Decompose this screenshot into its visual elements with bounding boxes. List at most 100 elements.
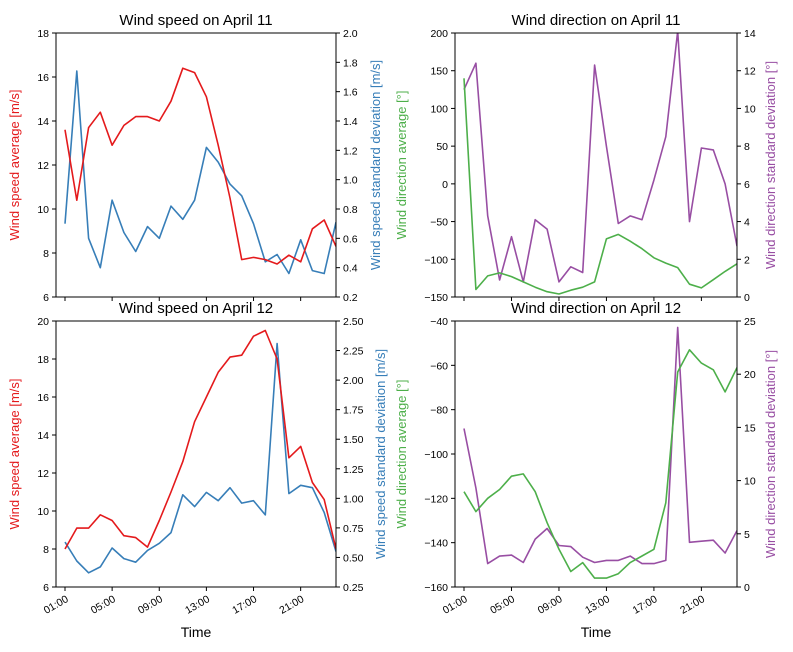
- y-tick-label-right: 20: [744, 369, 756, 381]
- panel-2: Wind direction on April 11 −150 −100 −50 0 50…: [394, 12, 778, 304]
- y-tick-label-right: 1.6: [343, 87, 358, 99]
- y-tick-label-left: 14: [37, 430, 49, 442]
- x-tick-label: 17:00: [230, 593, 259, 617]
- y-tick-label-right: 2: [744, 254, 750, 266]
- series-line-std-dev: [64, 70, 336, 275]
- y-tick-label-left: −140: [424, 538, 448, 550]
- x-tick-label: 01:00: [42, 593, 71, 617]
- axes-frame: [454, 32, 738, 298]
- y-tick-label-right: 14: [744, 28, 756, 40]
- axes-frame: [55, 32, 337, 298]
- series-line-average: [463, 78, 737, 295]
- y-axis-label-right: Wind speed standard deviation [m/s]: [373, 349, 388, 559]
- y-tick-label-right: 5: [744, 529, 750, 541]
- y-tick-label-left: −120: [424, 493, 448, 505]
- y-tick-label-left: −60: [430, 360, 448, 372]
- y-axis-label-left: Wind speed average [m/s]: [7, 378, 22, 529]
- y-axis-label-left: Wind direction average [°]: [394, 380, 409, 529]
- y-tick-label-left: −150: [424, 292, 448, 304]
- y-tick-label-left: 0: [442, 179, 448, 191]
- y-tick-label-right: 0.25: [343, 582, 364, 594]
- y-tick-label-right: 1.2: [343, 145, 358, 157]
- y-tick-label-right: 2.25: [343, 346, 364, 358]
- y-tick-label-left: 12: [37, 468, 49, 480]
- y-tick-label-right: 15: [744, 422, 756, 434]
- plot-area: [463, 33, 737, 295]
- series-line-std-dev: [463, 326, 737, 565]
- y-tick-label-left: −100: [424, 449, 448, 461]
- y-tick-label-right: 0.75: [343, 523, 364, 535]
- y-tick-label-left: 100: [430, 103, 448, 115]
- y-tick-label-right: 1.25: [343, 464, 364, 476]
- plot-area: [64, 67, 336, 275]
- y-tick-label-left: 150: [430, 66, 448, 78]
- y-tick-label-right: 8: [744, 141, 750, 153]
- chart-title: Wind direction on April 11: [512, 12, 681, 29]
- axes-frame: [454, 320, 738, 588]
- y-tick-label-right: 2.0: [343, 28, 358, 40]
- y-tick-label-left: −80: [430, 405, 448, 417]
- x-tick-label: 21:00: [678, 593, 707, 617]
- y-tick-label-left: 18: [37, 354, 49, 366]
- y-tick-label-right: 0.2: [343, 292, 358, 304]
- y-tick-label-right: 0.8: [343, 204, 358, 216]
- x-tick-label: 13:00: [183, 593, 212, 617]
- y-tick-label-right: 2.00: [343, 375, 364, 387]
- y-tick-label-left: −50: [430, 217, 448, 229]
- chart-title: Wind direction on April 12: [511, 300, 681, 317]
- y-tick-label-left: 10: [37, 506, 49, 518]
- y-tick-label-right: 0: [744, 582, 750, 594]
- y-tick-label-left: −160: [424, 582, 448, 594]
- y-axis-label-left: Wind speed average [m/s]: [7, 89, 22, 240]
- y-tick-label-left: −40: [430, 316, 448, 328]
- series-line-average: [64, 67, 336, 265]
- y-tick-label-left: 8: [43, 248, 49, 260]
- plot-area: [463, 326, 737, 579]
- y-axis-label-right: Wind direction standard deviation [°]: [763, 61, 778, 269]
- y-tick-label-right: 1.75: [343, 405, 364, 417]
- x-tick-label: 09:00: [136, 593, 165, 617]
- y-tick-label-left: 16: [37, 392, 49, 404]
- y-tick-label-left: 16: [37, 72, 49, 84]
- panel-1: Wind speed on April 11 6 8 10 12 14 16 18 0.2 0.4…: [7, 12, 383, 304]
- y-tick-label-right: 4: [744, 217, 750, 229]
- y-tick-label-left: 18: [37, 28, 49, 40]
- y-tick-label-right: 6: [744, 179, 750, 191]
- y-tick-label-right: 1.0: [343, 175, 358, 187]
- y-tick-label-left: 8: [43, 544, 49, 556]
- series-line-std-dev: [64, 342, 336, 574]
- y-axis-label-right: Wind direction standard deviation [°]: [763, 350, 778, 558]
- x-axis-label: Time: [181, 624, 212, 640]
- plot-area: [64, 329, 336, 574]
- y-tick-label-left: 10: [37, 204, 49, 216]
- y-tick-label-right: 0.4: [343, 263, 358, 275]
- y-tick-label-right: 1.4: [343, 116, 358, 128]
- y-tick-label-right: 0.50: [343, 552, 364, 564]
- y-tick-label-right: 0: [744, 292, 750, 304]
- panel-4: Wind direction on April 12 −160 −140 −120 −1…: [394, 300, 778, 640]
- y-tick-label-left: 12: [37, 160, 49, 172]
- chart-title: Wind speed on April 11: [119, 12, 272, 29]
- y-tick-label-right: 10: [744, 103, 756, 115]
- y-tick-label-right: 2.50: [343, 316, 364, 328]
- axes-frame: [55, 320, 337, 588]
- x-tick-label: 21:00: [277, 593, 306, 617]
- x-tick-label: 05:00: [89, 593, 118, 617]
- y-axis-label-right: Wind speed standard deviation [m/s]: [368, 60, 383, 270]
- x-tick-label: 13:00: [583, 593, 612, 617]
- y-tick-label-left: −100: [424, 254, 448, 266]
- x-tick-label: 05:00: [488, 593, 517, 617]
- series-line-average: [64, 329, 336, 550]
- series-line-average: [463, 348, 737, 579]
- chart-title: Wind speed on April 12: [119, 300, 273, 317]
- y-tick-label-left: 50: [436, 141, 448, 153]
- y-tick-label-left: 20: [37, 316, 49, 328]
- y-tick-label-left: 6: [43, 292, 49, 304]
- y-tick-label-left: 200: [430, 28, 448, 40]
- y-tick-label-right: 1.00: [343, 493, 364, 505]
- y-tick-label-right: 1.50: [343, 434, 364, 446]
- y-tick-label-right: 25: [744, 316, 756, 328]
- x-axis-label: Time: [581, 624, 612, 640]
- y-tick-label-right: 12: [744, 66, 756, 78]
